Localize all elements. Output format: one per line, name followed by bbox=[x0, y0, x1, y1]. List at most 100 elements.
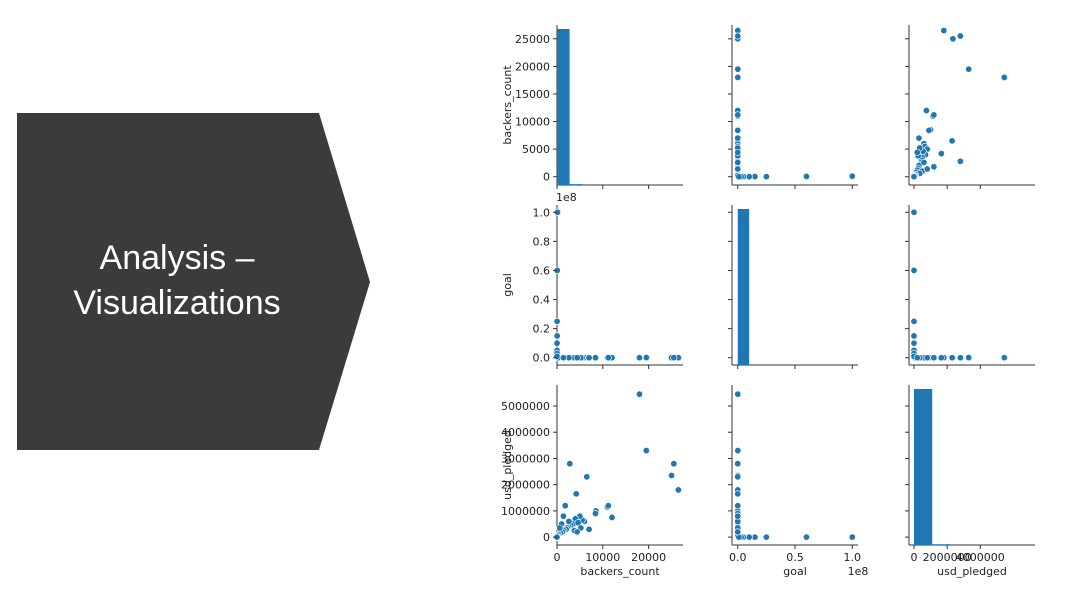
scatter-point-usd_pledged-vs-backers_count-2 bbox=[670, 460, 678, 468]
scatter-point-usd_pledged-vs-goal-4 bbox=[734, 390, 742, 398]
scatter-point-goal-vs-usd_pledged-10 bbox=[948, 354, 956, 362]
y-tick-label-goal-4: 0.8 bbox=[533, 235, 551, 248]
hist-bar-backers_count-1 bbox=[569, 184, 583, 185]
scatter-point-backers_count-vs-usd_pledged-18 bbox=[956, 157, 964, 165]
y-tick-label-backers_count-2: 10000 bbox=[515, 116, 550, 129]
x-axis-label-goal: goal bbox=[783, 565, 807, 578]
scatter-point-usd_pledged-vs-goal-22 bbox=[734, 502, 742, 510]
scatter-point-backers_count-vs-usd_pledged-38 bbox=[915, 134, 923, 142]
scatter-point-backers_count-vs-usd_pledged-43 bbox=[923, 165, 931, 173]
scatter-point-backers_count-vs-goal-44 bbox=[734, 148, 742, 156]
y-tick-label-usd_pledged-0: 0 bbox=[543, 531, 550, 544]
scatter-point-goal-vs-usd_pledged-14 bbox=[937, 354, 945, 362]
scatter-point-backers_count-vs-usd_pledged-5 bbox=[922, 107, 930, 115]
y-tick-label-goal-5: 1.0 bbox=[533, 206, 551, 219]
scatter-point-backers_count-vs-usd_pledged-22 bbox=[930, 163, 938, 171]
scatter-point-backers_count-vs-usd_pledged-44 bbox=[913, 148, 921, 156]
y-axis-label-usd_pledged: usd_pledged bbox=[501, 430, 514, 500]
scatter-point-usd_pledged-vs-goal-44 bbox=[734, 528, 742, 536]
y-tick-label-backers_count-4: 20000 bbox=[515, 60, 550, 73]
scatter-point-backers_count-vs-goal-3 bbox=[734, 65, 742, 73]
y-tick-label-goal-2: 0.4 bbox=[533, 294, 551, 307]
scatter-point-usd_pledged-vs-backers_count-7 bbox=[604, 502, 612, 510]
scatter-point-backers_count-vs-usd_pledged-4 bbox=[1000, 73, 1008, 81]
title-chevron bbox=[17, 113, 370, 450]
scatter-point-usd_pledged-vs-goal-18 bbox=[734, 460, 742, 468]
scatter-point-backers_count-vs-goal-38 bbox=[734, 134, 742, 142]
scatter-point-usd_pledged-vs-goal-43 bbox=[734, 512, 742, 520]
scatter-point-backers_count-vs-goal-9 bbox=[734, 126, 742, 134]
scatter-point-backers_count-vs-goal-2 bbox=[734, 32, 742, 40]
scatter-point-backers_count-vs-goal-41 bbox=[734, 158, 742, 166]
scatter-point-usd_pledged-vs-backers_count-9 bbox=[591, 510, 599, 518]
x-tick-label-goal-1: 0.5 bbox=[786, 551, 804, 564]
y-tick-label-goal-1: 0.2 bbox=[533, 323, 551, 336]
scatter-point-goal-vs-usd_pledged-3 bbox=[965, 354, 973, 362]
y-tick-label-goal-0: 0.0 bbox=[533, 352, 551, 365]
scatter-point-goal-vs-backers_count-4 bbox=[635, 354, 643, 362]
y-tick-label-usd_pledged-5: 5000000 bbox=[501, 400, 550, 413]
scatter-point-goal-vs-usd_pledged-18 bbox=[956, 354, 964, 362]
y-tick-label-usd_pledged-2: 2000000 bbox=[501, 479, 550, 492]
scatter-point-goal-vs-usd_pledged-34 bbox=[910, 339, 918, 347]
x-tick-label-usd_pledged-1: 2000000 bbox=[923, 551, 972, 564]
y-tick-label-backers_count-5: 25000 bbox=[515, 33, 550, 46]
scatter-point-backers_count-vs-goal-7 bbox=[734, 111, 742, 119]
scatter-point-usd_pledged-vs-backers_count-4 bbox=[635, 390, 643, 398]
scatter-point-backers_count-vs-usd_pledged-10 bbox=[948, 137, 956, 145]
y-tick-label-usd_pledged-3: 3000000 bbox=[501, 452, 550, 465]
scatter-point-backers_count-vs-usd_pledged-7 bbox=[930, 111, 938, 119]
x-axis-label-backers_count: backers_count bbox=[580, 565, 660, 578]
scatter-point-backers_count-vs-usd_pledged-3 bbox=[965, 65, 973, 73]
x-tick-label-goal-0: 0.0 bbox=[729, 551, 747, 564]
scatter-point-backers_count-vs-goal-32 bbox=[762, 173, 770, 181]
scatter-point-goal-vs-usd_pledged-31 bbox=[910, 266, 918, 274]
slide-title-line-1: Analysis – bbox=[99, 239, 255, 277]
y-tick-label-backers_count-3: 15000 bbox=[515, 88, 550, 101]
x-tick-label-backers_count-1: 10000 bbox=[585, 551, 620, 564]
scatter-point-backers_count-vs-usd_pledged-0 bbox=[940, 27, 948, 35]
scatter-point-goal-vs-backers_count-9 bbox=[591, 354, 599, 362]
scatter-point-usd_pledged-vs-goal-31 bbox=[802, 533, 810, 541]
x-axis-label-usd_pledged: usd_pledged bbox=[937, 565, 1007, 578]
scatter-point-usd_pledged-vs-goal-32 bbox=[762, 533, 770, 541]
scatter-point-backers_count-vs-usd_pledged-37 bbox=[910, 173, 918, 181]
x-tick-label-goal-2: 1.0 bbox=[844, 551, 862, 564]
scatter-point-goal-vs-backers_count-34 bbox=[553, 339, 561, 347]
slide-title: Analysis – Visualizations bbox=[16, 236, 338, 326]
scatter-point-goal-vs-backers_count-7 bbox=[604, 354, 612, 362]
y-tick-label-usd_pledged-1: 1000000 bbox=[501, 505, 550, 518]
scatter-point-usd_pledged-vs-goal-3 bbox=[734, 447, 742, 455]
x-tick-label-usd_pledged-0: 0 bbox=[910, 551, 917, 564]
scatter-point-goal-vs-usd_pledged-44 bbox=[913, 354, 921, 362]
scatter-point-goal-vs-backers_count-32 bbox=[553, 317, 561, 325]
y-tick-label-usd_pledged-4: 4000000 bbox=[501, 426, 550, 439]
scatter-point-goal-vs-usd_pledged-32 bbox=[910, 317, 918, 325]
scatter-point-usd_pledged-vs-goal-10 bbox=[734, 473, 742, 481]
scatter-point-goal-vs-backers_count-3 bbox=[642, 354, 650, 362]
scatter-point-backers_count-vs-goal-37 bbox=[735, 173, 743, 181]
x-tick-label-backers_count-0: 0 bbox=[554, 551, 561, 564]
scatter-point-usd_pledged-vs-backers_count-18 bbox=[566, 460, 574, 468]
y-axis-label-backers_count: backers_count bbox=[501, 65, 514, 145]
scatter-point-backers_count-vs-goal-30 bbox=[848, 172, 856, 180]
scatter-point-backers_count-vs-goal-31 bbox=[802, 172, 810, 180]
y-tick-label-backers_count-0: 0 bbox=[543, 171, 550, 184]
scatter-point-usd_pledged-vs-backers_count-14 bbox=[572, 490, 580, 498]
scatter-point-usd_pledged-vs-backers_count-44 bbox=[573, 528, 581, 536]
scatter-point-goal-vs-backers_count-2 bbox=[670, 354, 678, 362]
hist-bar-usd_pledged-1 bbox=[932, 544, 951, 545]
hist-bar-usd_pledged-0 bbox=[913, 389, 933, 545]
scatter-point-usd_pledged-vs-backers_count-0 bbox=[674, 486, 682, 494]
scatter-point-usd_pledged-vs-backers_count-41 bbox=[565, 517, 573, 525]
scatter-point-usd_pledged-vs-backers_count-3 bbox=[642, 447, 650, 455]
slide-title-line-2: Visualizations bbox=[73, 284, 281, 322]
scatter-point-usd_pledged-vs-goal-14 bbox=[734, 490, 742, 498]
x-offset-label-goal: 1e8 bbox=[848, 565, 869, 578]
scatter-point-goal-vs-backers_count-38 bbox=[585, 354, 593, 362]
scatter-point-goal-vs-backers_count-37 bbox=[553, 352, 561, 360]
hist-bar-goal-0 bbox=[737, 209, 750, 365]
scatter-point-backers_count-vs-usd_pledged-14 bbox=[937, 150, 945, 158]
scatter-point-backers_count-vs-goal-43 bbox=[734, 165, 742, 173]
scatter-point-usd_pledged-vs-backers_count-1 bbox=[668, 471, 676, 479]
